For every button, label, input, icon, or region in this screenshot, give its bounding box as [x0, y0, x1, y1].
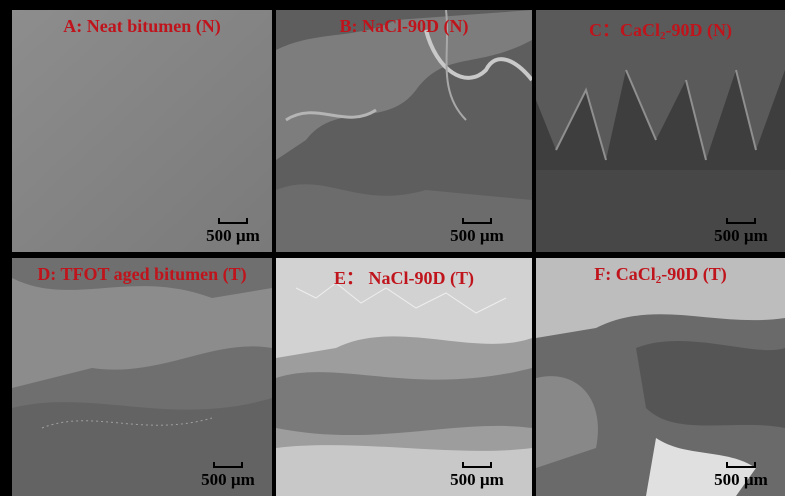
panel-d: D: TFOT aged bitumen (T) 500 µm — [12, 258, 272, 496]
panel-d-label: D: TFOT aged bitumen (T) — [37, 264, 247, 284]
panel-a-image — [12, 10, 272, 252]
panel-c-label: C：CaCl2-90D (N) — [589, 20, 732, 42]
panel-c-image — [536, 10, 785, 252]
panel-b-label: B: NaCl-90D (N) — [339, 16, 469, 36]
panel-e-image — [276, 258, 532, 496]
panel-d-scale-bar: 500 µm — [193, 462, 263, 492]
panel-f: F: CaCl2-90D (T) 500 µm — [536, 258, 785, 496]
panel-f-scale-bar: 500 µm — [706, 462, 776, 492]
panel-e-scale-bar: 500 µm — [442, 462, 512, 492]
panel-e: E： NaCl-90D (T) 500 µm — [276, 258, 532, 496]
panel-c-scale-bar: 500 µm — [706, 218, 776, 248]
panel-b-image — [276, 10, 532, 252]
panel-d-image — [12, 258, 272, 496]
panel-a-label: A: Neat bitumen (N) — [63, 16, 221, 36]
panel-f-label: F: CaCl2-90D (T) — [594, 264, 727, 286]
panel-b: B: NaCl-90D (N) 500 µm — [276, 10, 532, 252]
panel-a: A: Neat bitumen (N) 500 µm — [12, 10, 272, 252]
panel-c: C：CaCl2-90D (N) 500 µm — [536, 10, 785, 252]
panel-a-scale-bar: 500 µm — [198, 218, 268, 248]
panel-b-scale-bar: 500 µm — [442, 218, 512, 248]
panel-f-image — [536, 258, 785, 496]
panel-e-label: E： NaCl-90D (T) — [334, 268, 474, 288]
